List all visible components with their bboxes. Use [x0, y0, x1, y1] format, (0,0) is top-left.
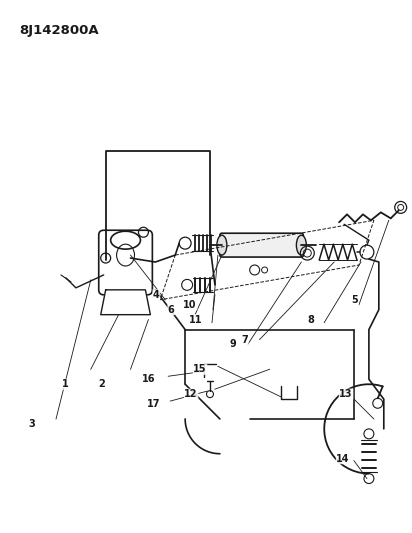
- Text: 6: 6: [168, 305, 175, 314]
- Ellipse shape: [217, 235, 227, 255]
- Text: 13: 13: [339, 389, 353, 399]
- Ellipse shape: [296, 235, 306, 255]
- Text: 12: 12: [184, 389, 198, 399]
- Text: 15: 15: [193, 364, 207, 374]
- Text: 7: 7: [241, 335, 248, 344]
- Text: 16: 16: [142, 374, 155, 384]
- Text: 17: 17: [147, 399, 160, 409]
- Text: 10: 10: [183, 300, 197, 310]
- Text: 5: 5: [351, 295, 358, 305]
- Text: 8: 8: [308, 314, 315, 325]
- Text: 9: 9: [229, 340, 236, 350]
- Text: 1: 1: [61, 379, 68, 389]
- Text: 2: 2: [98, 379, 105, 389]
- Text: 8J142800A: 8J142800A: [19, 23, 99, 37]
- Text: 11: 11: [190, 314, 203, 325]
- Text: 14: 14: [336, 454, 350, 464]
- Text: 3: 3: [29, 419, 35, 429]
- Polygon shape: [101, 290, 150, 314]
- FancyBboxPatch shape: [220, 233, 303, 257]
- Text: 4: 4: [153, 290, 160, 300]
